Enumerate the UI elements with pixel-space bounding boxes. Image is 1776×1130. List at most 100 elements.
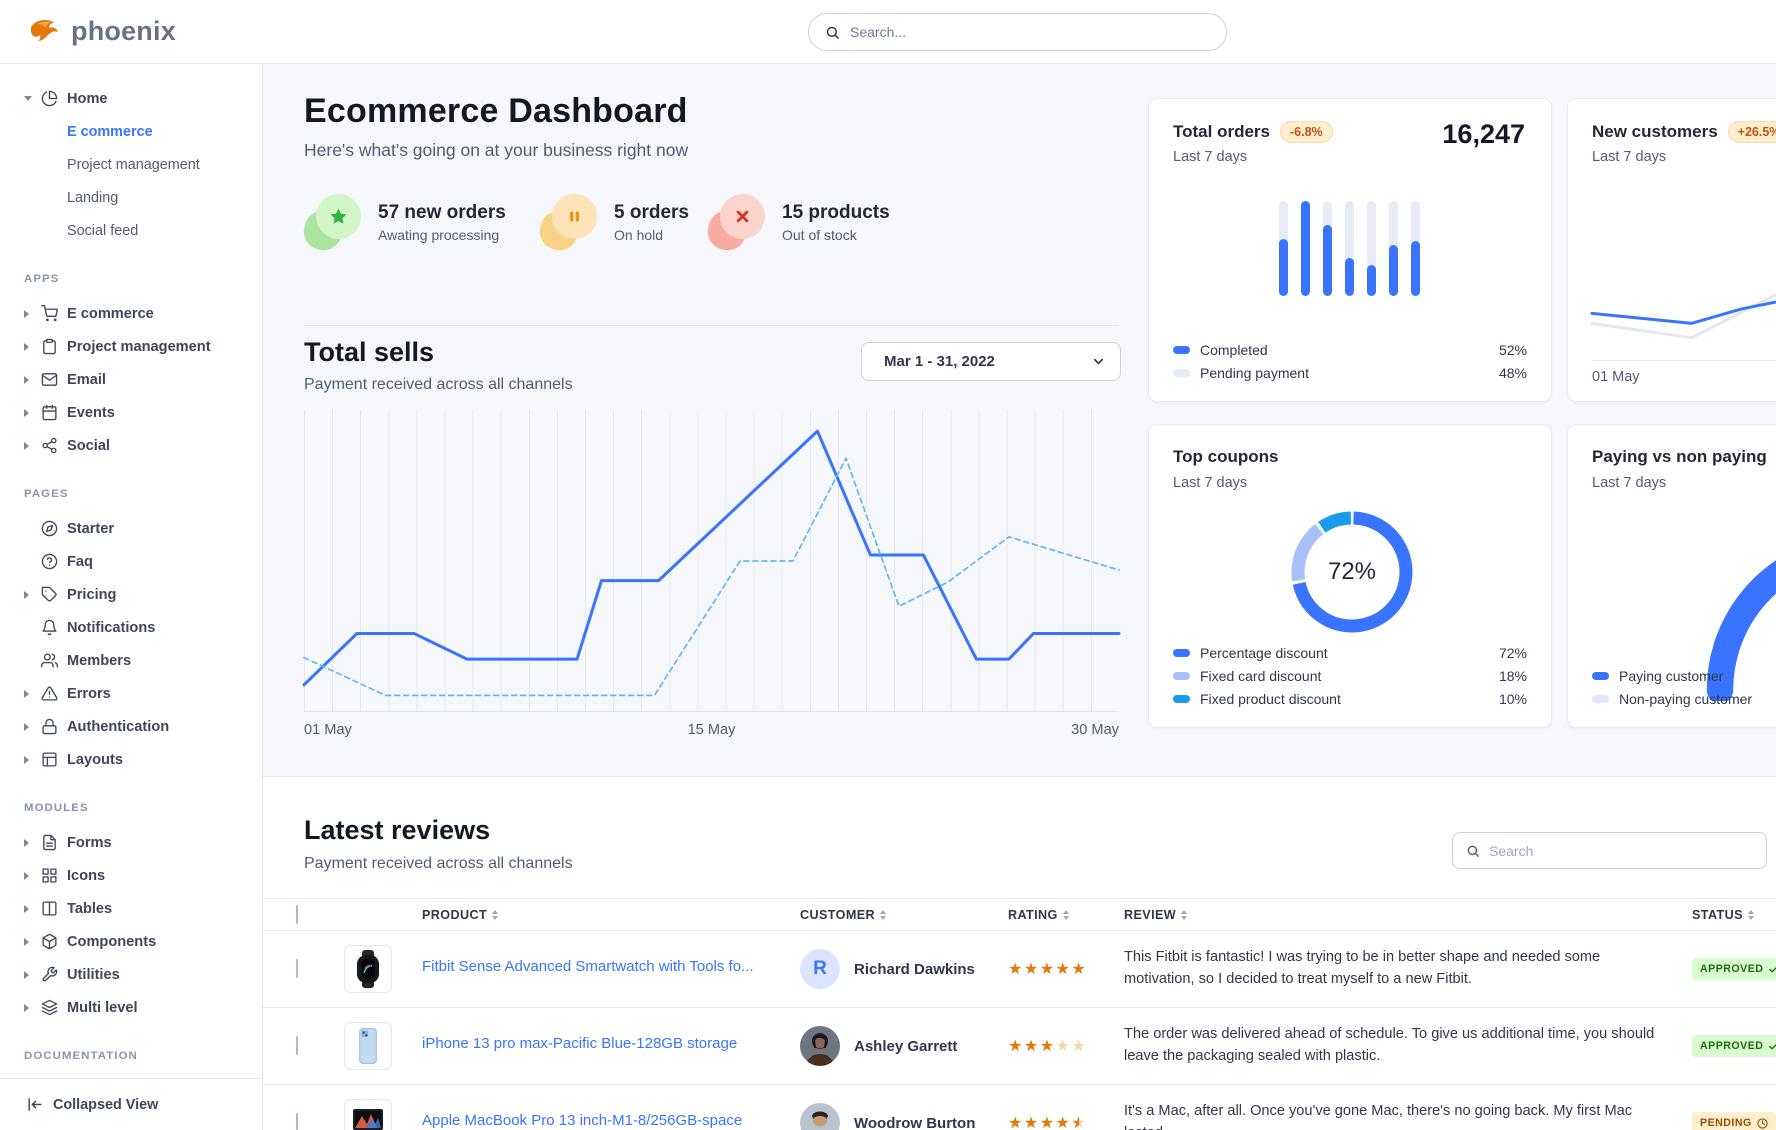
sidebar-item-faq[interactable]: Faq [0, 545, 262, 578]
sidebar-subitem-label: Landing [67, 189, 119, 206]
date-range-select[interactable]: Mar 1 - 31, 2022 [861, 342, 1121, 381]
customer-cell[interactable]: R Richard Dawkins [800, 949, 1008, 989]
row-checkbox[interactable] [296, 1113, 298, 1130]
legend-label: Non-paying customer [1619, 691, 1753, 707]
card-title: New customers [1592, 122, 1718, 141]
legend-item: Pending payment 48% [1173, 365, 1527, 381]
sidebar-item-project-management[interactable]: Project management [0, 330, 262, 363]
sidebar-item-label: Forms [67, 834, 112, 851]
rating-stars: ★★★★★★ [1008, 1115, 1088, 1130]
product-link[interactable]: Apple MacBook Pro 13 inch-M1-8/256GB-spa… [422, 1112, 743, 1129]
column-header-rating[interactable]: RATING [1008, 908, 1124, 922]
total-sells-chart[interactable] [304, 410, 1119, 712]
sidebar-subitem-e-commerce[interactable]: E commerce [0, 115, 262, 148]
sidebar-item-multi-level[interactable]: Multi level [0, 991, 262, 1024]
sidebar-subitem-label: Project management [67, 156, 200, 173]
sidebar-item-label: Social [67, 437, 110, 454]
sidebar-item-utilities[interactable]: Utilities [0, 958, 262, 991]
product-image-iphone[interactable] [344, 1022, 392, 1070]
status-badge: APPROVED [1692, 958, 1776, 980]
legend-value: 18% [1498, 668, 1527, 684]
sidebar-item-layouts[interactable]: Layouts [0, 743, 262, 776]
order-bar [1367, 201, 1376, 296]
layout-icon [41, 751, 58, 768]
sidebar-item-notifications[interactable]: Notifications [0, 611, 262, 644]
global-search-input[interactable]: Search... [808, 13, 1227, 51]
sidebar-item-label: Layouts [67, 751, 123, 768]
sidebar-subitem-landing[interactable]: Landing [0, 181, 262, 214]
caret-right-icon [24, 871, 34, 880]
sidebar-item-pricing[interactable]: Pricing [0, 578, 262, 611]
sidebar-subitem-project-management[interactable]: Project management [0, 148, 262, 181]
sidebar-item-members[interactable]: Members [0, 644, 262, 677]
reviews-table: PRODUCT CUSTOMER RATING REVIEW STATUS Fi… [263, 898, 1776, 1130]
column-header-status[interactable]: STATUS [1692, 908, 1776, 922]
order-bar [1345, 201, 1354, 296]
trend-badge: +26.5% [1727, 121, 1776, 143]
paying-legend: Paying customer Non-paying customer [1592, 668, 1776, 707]
caret-right-icon [24, 375, 34, 384]
sidebar-item-label: Tables [67, 900, 113, 917]
customer-cell[interactable]: Woodrow Burton [800, 1103, 1008, 1130]
paying-gauge-chart [1698, 525, 1776, 704]
reviews-search-input[interactable]: Search [1452, 832, 1767, 869]
product-image-macbook[interactable] [344, 1099, 392, 1130]
sidebar-item-events[interactable]: Events [0, 396, 262, 429]
sidebar-item-errors[interactable]: Errors [0, 677, 262, 710]
stat-on-hold: 5 orders On hold [535, 192, 708, 255]
sidebar-item-authentication[interactable]: Authentication [0, 710, 262, 743]
stat-value: 5 orders [614, 201, 689, 223]
sidebar-item-home[interactable]: Home [0, 82, 262, 115]
sidebar-item-e-commerce[interactable]: E commerce [0, 297, 262, 330]
pause-icon [535, 192, 598, 255]
reviews-title: Latest reviews [304, 815, 491, 845]
sort-icon [1747, 909, 1754, 920]
sidebar-item-label: Utilities [67, 966, 120, 983]
sidebar-item-icons[interactable]: Icons [0, 859, 262, 892]
sidebar-item-label: Members [67, 652, 132, 669]
total-sells-subtitle: Payment received across all channels [304, 376, 573, 393]
review-row: iPhone 13 pro max-Pacific Blue-128GB sto… [263, 1008, 1776, 1085]
total-orders-legend: Completed 52% Pending payment 48% [1173, 342, 1527, 381]
search-icon [1466, 844, 1480, 858]
sidebar-item-label: Authentication [67, 718, 170, 735]
caret-right-icon [24, 722, 34, 731]
avatar [800, 1026, 840, 1066]
column-header-customer[interactable]: CUSTOMER [800, 908, 1008, 922]
sidebar-item-components[interactable]: Components [0, 925, 262, 958]
product-link[interactable]: iPhone 13 pro max-Pacific Blue-128GB sto… [422, 1035, 738, 1052]
product-image-smartwatch[interactable] [344, 945, 392, 993]
sidebar-item-label: Pricing [67, 586, 117, 603]
caret-right-icon [24, 590, 34, 599]
column-header-review[interactable]: REVIEW [1124, 908, 1692, 922]
new-customers-card: New customers +26.5% Last 7 days 01 May [1567, 98, 1776, 402]
customer-cell[interactable]: Ashley Garrett [800, 1026, 1008, 1066]
legend-label: Percentage discount [1200, 645, 1328, 661]
sidebar-item-social[interactable]: Social [0, 429, 262, 462]
sort-icon [880, 909, 887, 920]
order-bar [1323, 201, 1332, 296]
column-header-product[interactable]: PRODUCT [422, 908, 800, 922]
product-link[interactable]: Fitbit Sense Advanced Smartwatch with To… [422, 958, 754, 975]
sidebar-subitem-social-feed[interactable]: Social feed [0, 214, 262, 247]
legend-swatch [1592, 695, 1609, 703]
sidebar-item-label: Events [67, 404, 115, 421]
row-checkbox[interactable] [296, 1036, 298, 1055]
stat-label: On hold [614, 226, 664, 243]
collapsed-view-label: Collapsed View [53, 1096, 159, 1113]
select-all-checkbox[interactable] [296, 904, 298, 924]
card-period: Last 7 days [1173, 475, 1248, 491]
brand-logo[interactable]: phoenix [26, 14, 176, 50]
card-period: Last 7 days [1592, 149, 1667, 165]
bell-icon [41, 619, 58, 636]
sidebar-item-email[interactable]: Email [0, 363, 262, 396]
sidebar-subitem-label: E commerce [67, 123, 153, 140]
sidebar-item-tables[interactable]: Tables [0, 892, 262, 925]
sidebar-item-starter[interactable]: Starter [0, 512, 262, 545]
total-orders-bar-chart [1279, 201, 1420, 296]
row-checkbox[interactable] [296, 959, 298, 978]
collapsed-view-toggle[interactable]: Collapsed View [0, 1078, 262, 1130]
x-tick: 30 May [1071, 722, 1119, 738]
sidebar-item-forms[interactable]: Forms [0, 826, 262, 859]
sidebar-nav: Home E commerce Project management Landi… [0, 64, 263, 1130]
